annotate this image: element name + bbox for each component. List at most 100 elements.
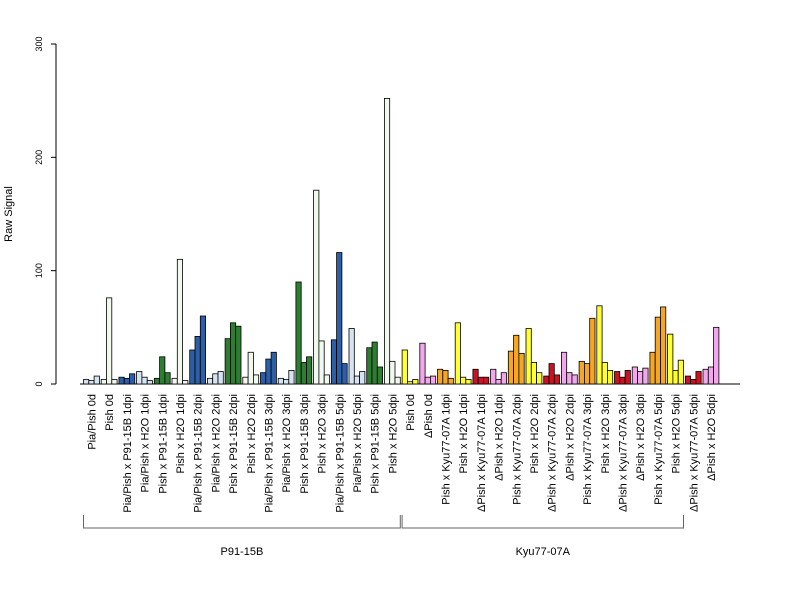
bar bbox=[348, 328, 355, 385]
x-tick-label: Pish x P91-15B 2dpi bbox=[228, 394, 240, 494]
bar bbox=[442, 369, 449, 385]
bar bbox=[277, 377, 284, 385]
bar bbox=[383, 98, 391, 385]
bar bbox=[472, 368, 479, 385]
bar bbox=[376, 366, 383, 385]
bar bbox=[141, 376, 148, 385]
bar bbox=[153, 377, 161, 385]
bar bbox=[189, 349, 196, 385]
bar bbox=[182, 380, 189, 385]
bar bbox=[235, 325, 242, 385]
x-tick-label: ΔPish x Kyu77-07A 3dpi bbox=[617, 394, 629, 512]
bar bbox=[88, 380, 95, 385]
bar bbox=[667, 333, 674, 385]
bar bbox=[336, 252, 343, 385]
bar bbox=[483, 376, 490, 385]
y-tick-label: 200 bbox=[34, 150, 44, 165]
bar bbox=[366, 347, 373, 385]
bar bbox=[171, 377, 178, 385]
x-tick-label: ΔPish 0d bbox=[423, 394, 435, 438]
bar bbox=[106, 297, 113, 385]
y-tick-label: 300 bbox=[34, 36, 44, 51]
bar bbox=[553, 374, 560, 385]
bar bbox=[684, 375, 691, 385]
bar bbox=[619, 376, 626, 385]
bar bbox=[631, 366, 638, 385]
x-tick-label: Pia/Pish x P91-15B 1dpi bbox=[122, 394, 134, 513]
x-tick-label: Pish x Kyu77-07A 5dpi bbox=[653, 394, 665, 505]
bar bbox=[265, 358, 272, 385]
x-tick-label: Pish 0d bbox=[405, 394, 417, 431]
bar bbox=[100, 379, 107, 385]
bar bbox=[677, 359, 684, 385]
x-tick-label: Pia/Pish x P91-15B 2dpi bbox=[193, 394, 205, 513]
y-tick-label: 100 bbox=[34, 263, 44, 278]
bar bbox=[288, 369, 295, 385]
bar bbox=[313, 189, 320, 385]
bar bbox=[596, 305, 603, 385]
bar bbox=[607, 369, 614, 385]
bar bbox=[371, 341, 378, 385]
y-axis-title: Raw Signal bbox=[3, 186, 15, 242]
bar bbox=[270, 351, 277, 385]
bar bbox=[242, 376, 249, 385]
x-tick-label: Pia/Pish x H2O 1dpi bbox=[140, 394, 152, 492]
bar bbox=[123, 377, 130, 385]
bar bbox=[318, 340, 325, 385]
x-tick-label: Pia/Pish x H2O 2dpi bbox=[210, 394, 222, 492]
x-tick-label: Pish x H2O 3dpi bbox=[600, 394, 612, 473]
bar bbox=[500, 372, 507, 385]
bar bbox=[624, 369, 631, 385]
bar bbox=[429, 375, 437, 385]
x-tick-label: Pish x H2O 1dpi bbox=[175, 394, 187, 473]
group-brackets: P91-15B Kyu77-07A bbox=[83, 515, 684, 558]
x-tick-label: Pia/Pish 0d bbox=[86, 394, 98, 450]
x-tick-label: Pish x Kyu77-07A 2dpi bbox=[511, 394, 523, 505]
bar bbox=[543, 375, 550, 385]
bar bbox=[578, 360, 585, 385]
bar bbox=[660, 306, 667, 385]
bar bbox=[477, 376, 484, 385]
bar bbox=[212, 373, 219, 385]
bar bbox=[252, 374, 260, 385]
bar bbox=[424, 376, 431, 385]
x-tick-label: Pish 0d bbox=[104, 394, 116, 431]
bar bbox=[584, 363, 591, 385]
x-tick-label: Pish x H2O 3dpi bbox=[317, 394, 329, 473]
bar bbox=[690, 379, 697, 385]
x-tick-label: Pish x H2O 5dpi bbox=[671, 394, 683, 473]
bar bbox=[614, 371, 621, 385]
bar bbox=[406, 381, 414, 385]
y-tick-label: 0 bbox=[34, 381, 44, 386]
bar bbox=[702, 368, 709, 385]
bar bbox=[507, 350, 514, 385]
bar bbox=[454, 322, 461, 385]
bar bbox=[206, 377, 214, 385]
x-tick-label: Pish x Kyu77-07A 1dpi bbox=[440, 394, 452, 505]
bar bbox=[401, 349, 408, 385]
bar bbox=[194, 335, 201, 385]
bar bbox=[525, 328, 532, 385]
bar bbox=[229, 322, 237, 385]
group-label: Kyu77-07A bbox=[516, 546, 571, 558]
bar bbox=[713, 326, 720, 385]
bar bbox=[129, 373, 136, 385]
x-tick-label: ΔPish x H2O 3dpi bbox=[635, 394, 647, 481]
bar bbox=[649, 351, 656, 385]
x-tick-label: ΔPish x Kyu77-07A 1dpi bbox=[476, 394, 488, 512]
bar bbox=[176, 258, 184, 385]
bar bbox=[637, 371, 644, 385]
group-bracket bbox=[401, 515, 684, 529]
x-tick-label: Pish x H2O 2dpi bbox=[246, 394, 258, 473]
bar bbox=[465, 379, 472, 385]
x-tick-label: Pia/Pish x H2O 3dpi bbox=[281, 394, 293, 492]
bar bbox=[642, 367, 649, 385]
bar bbox=[323, 374, 330, 385]
x-tick-label: Pish x H2O 2dpi bbox=[529, 394, 541, 473]
x-tick-label: ΔPish x Kyu77-07A 5dpi bbox=[688, 394, 700, 512]
x-tick-label: Pish x H2O 1dpi bbox=[458, 394, 470, 473]
bar bbox=[601, 362, 608, 385]
bar bbox=[83, 379, 90, 385]
bar bbox=[341, 363, 348, 385]
